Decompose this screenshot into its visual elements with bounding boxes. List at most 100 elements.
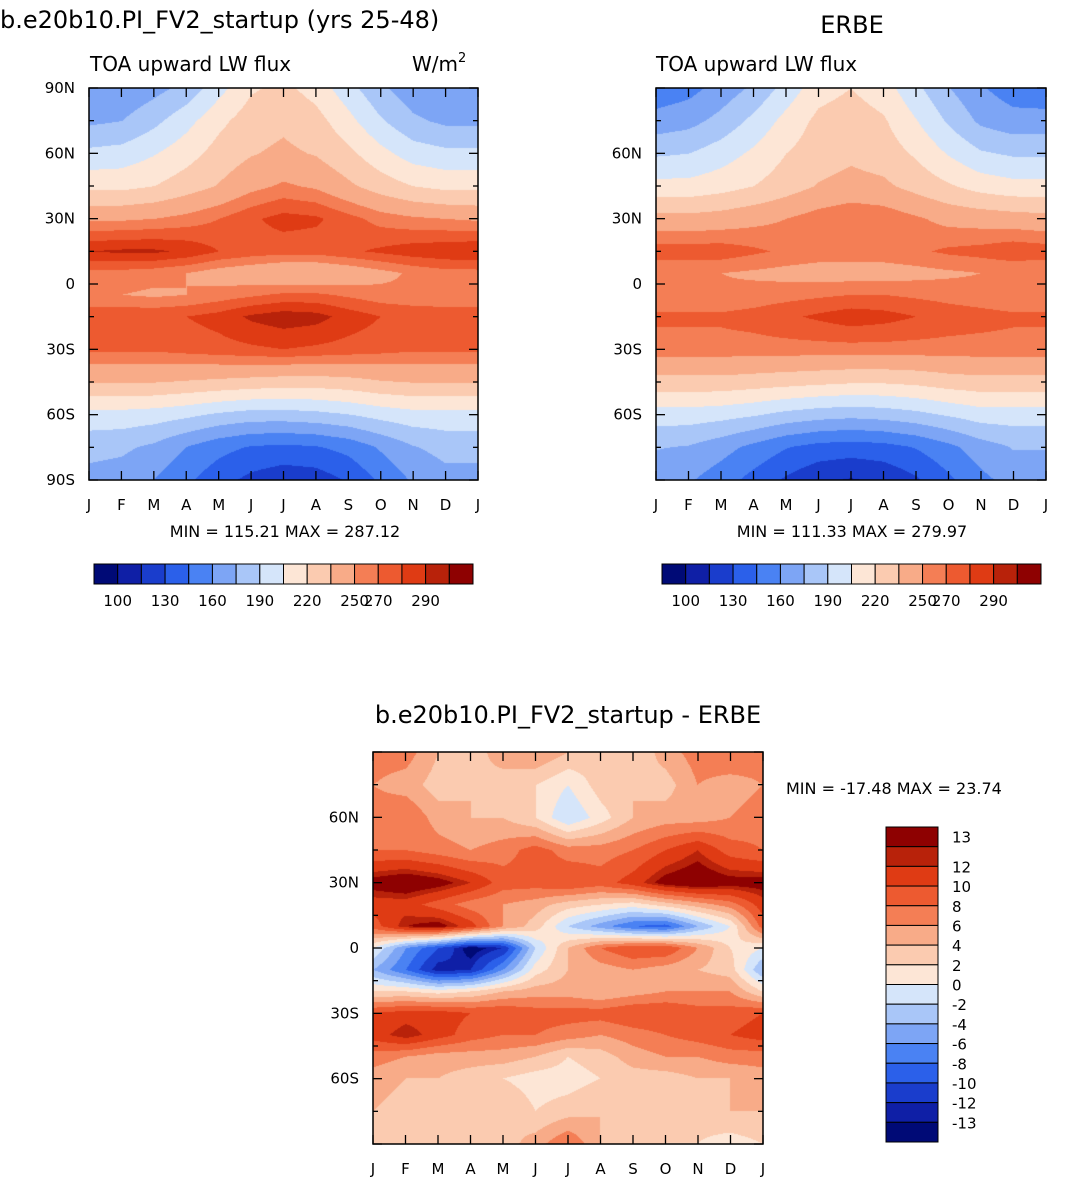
difference-panel-title: b.e20b10.PI_FV2_startup - ERBE <box>375 701 761 729</box>
x-tick-label: S <box>344 496 354 514</box>
colorbar-label: 4 <box>952 937 962 955</box>
colorbar-swatch <box>885 865 939 887</box>
erbe-min-max: MIN = 111.33 MAX = 279.97 <box>737 522 967 541</box>
y-tick-label: 30S <box>613 340 642 358</box>
x-tick-label: N <box>975 496 986 514</box>
colorbar-label: 12 <box>952 858 971 876</box>
x-tick-label: D <box>1008 496 1020 514</box>
x-tick-label: J <box>280 496 285 514</box>
colorbar-label: -8 <box>952 1055 967 1073</box>
x-tick-label: J <box>86 496 91 514</box>
colorbar-label: 160 <box>766 592 795 610</box>
x-tick-label: A <box>748 496 759 514</box>
colorbar-label: 130 <box>719 592 748 610</box>
x-tick-label: A <box>595 1160 606 1178</box>
x-tick-label: M <box>497 1160 510 1178</box>
colorbar-swatch <box>685 563 710 585</box>
x-tick-label: N <box>692 1160 703 1178</box>
colorbar-label: -6 <box>952 1036 967 1054</box>
x-tick-label: F <box>401 1160 410 1178</box>
y-tick-label: 0 <box>349 939 359 957</box>
colorbar-label: 190 <box>245 592 274 610</box>
colorbar-label: 190 <box>813 592 842 610</box>
colorbar-label: 250 <box>908 592 937 610</box>
colorbar-label: 100 <box>103 592 132 610</box>
colorbar-swatch <box>330 563 356 585</box>
y-tick-label: 30N <box>612 210 642 228</box>
colorbar-label: 220 <box>293 592 322 610</box>
colorbar-swatch <box>283 563 308 585</box>
colorbar-swatch <box>885 944 939 966</box>
units-text: W/m <box>412 52 458 76</box>
colorbar-swatch <box>969 563 995 585</box>
colorbar-label: 250 <box>340 592 369 610</box>
colorbar-label: 130 <box>151 592 180 610</box>
colorbar-swatch <box>140 563 166 585</box>
colorbar-label: 13 <box>952 829 971 847</box>
y-tick-label: 90N <box>45 79 75 97</box>
x-tick-label: N <box>408 496 419 514</box>
colorbar-swatch <box>377 563 403 585</box>
colorbar-label: 220 <box>861 592 890 610</box>
heatmap-canvas <box>373 752 763 1144</box>
x-tick-label: M <box>432 1160 445 1178</box>
colorbar-swatch <box>354 563 379 585</box>
model-panel-title: b.e20b10.PI_FV2_startup (yrs 25-48) <box>0 6 439 34</box>
colorbar-swatch <box>885 1121 939 1143</box>
y-tick-label: 60S <box>330 1070 359 1088</box>
colorbar-swatch <box>993 563 1018 585</box>
x-tick-label: J <box>532 1160 537 1178</box>
erbe-panel-variable-label: TOA upward LW flux <box>655 52 857 76</box>
x-tick-label: A <box>181 496 192 514</box>
colorbar-swatch <box>708 563 734 585</box>
colorbar-swatch <box>945 563 971 585</box>
difference-panel: b.e20b10.PI_FV2_startup - ERBE J F M A M J J A S… <box>329 701 1002 1178</box>
x-tick-label: O <box>660 1160 672 1178</box>
x-tick-label: S <box>911 496 921 514</box>
x-tick-label: J <box>370 1160 375 1178</box>
erbe-heatmap <box>656 88 1046 480</box>
heatmap-canvas <box>89 88 478 480</box>
colorbar-swatch <box>164 563 190 585</box>
colorbar-swatch <box>898 563 924 585</box>
difference-colorbar: 13 12 10 86 4 2 0-2 -4 -6-8 -10 -12-13 <box>885 826 977 1143</box>
colorbar-label: 6 <box>952 917 962 935</box>
colorbar-swatch <box>425 563 450 585</box>
colorbar-swatch <box>885 1003 939 1025</box>
y-tick-label: 60N <box>329 808 359 826</box>
y-tick-label: 0 <box>632 275 642 293</box>
y-tick-label: 60N <box>45 144 75 162</box>
erbe-panel-title: ERBE <box>820 11 883 39</box>
colorbar-swatch <box>803 563 829 585</box>
heatmap-canvas <box>656 88 1046 480</box>
model-panel-variable-label: TOA upward LW flux <box>89 52 291 76</box>
colorbar-label: 8 <box>952 898 962 916</box>
x-tick-label: J <box>565 1160 570 1178</box>
x-tick-label: O <box>943 496 955 514</box>
colorbar-swatch <box>885 1062 939 1084</box>
colorbar-label: 2 <box>952 957 962 975</box>
colorbar-label: 270 <box>932 592 961 610</box>
x-tick-label: D <box>725 1160 737 1178</box>
colorbar-swatch <box>211 563 237 585</box>
colorbar-swatch <box>1016 563 1042 585</box>
y-tick-label: 60S <box>613 406 642 424</box>
colorbar-swatch <box>448 563 474 585</box>
colorbar-swatch <box>885 826 939 848</box>
colorbar-swatch <box>885 1043 939 1064</box>
colorbar-swatch <box>851 563 876 585</box>
y-tick-label: 0 <box>65 275 75 293</box>
x-tick-label: A <box>878 496 889 514</box>
difference-heatmap <box>373 752 763 1144</box>
x-tick-label: O <box>375 496 387 514</box>
x-tick-label: M <box>212 496 225 514</box>
difference-min-max: MIN = -17.48 MAX = 23.74 <box>786 779 1002 798</box>
colorbar-swatch <box>779 563 805 585</box>
colorbar-label: -10 <box>952 1075 977 1093</box>
model-panel-units-label: W/m2 <box>412 51 466 76</box>
x-tick-label: F <box>117 496 126 514</box>
y-tick-label: 60N <box>612 144 642 162</box>
